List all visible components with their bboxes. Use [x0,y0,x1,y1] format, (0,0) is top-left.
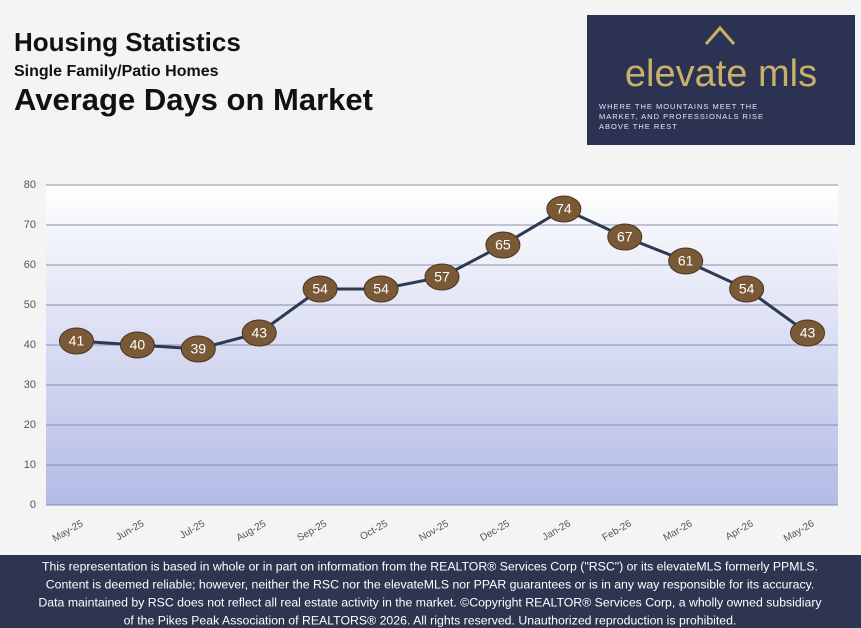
x-tick-label: May-26 [782,518,817,544]
x-tick-label: Dec-25 [478,518,512,544]
marker [668,247,704,275]
marker [729,275,765,303]
marker [302,275,338,303]
data-label: 61 [678,253,694,269]
marker [58,327,94,355]
marker [546,195,582,223]
y-tick-label: 80 [24,179,36,191]
data-label: 43 [800,325,816,341]
x-tick-label: Aug-25 [235,518,269,544]
marker [180,335,216,363]
x-tick-label: Jan-26 [541,518,573,543]
x-tick-label: Oct-25 [358,518,390,543]
footer-band [0,555,861,628]
marker [424,263,460,291]
marker [790,319,826,347]
x-tick-label: Sep-25 [296,518,330,544]
data-label: 39 [191,341,207,357]
logo-tagline: ABOVE THE REST [599,122,678,131]
y-tick-label: 20 [24,419,36,431]
y-tick-label: 0 [30,499,36,511]
x-tick-label: Jul-25 [178,518,207,541]
data-label: 67 [617,229,633,245]
data-label: 74 [556,201,572,217]
data-label: 41 [69,333,85,349]
y-tick-label: 70 [24,219,36,231]
data-label: 40 [130,337,146,353]
data-label: 54 [739,281,755,297]
header-title: Housing Statistics [14,27,241,57]
logo-tagline: WHERE THE MOUNTAINS MEET THE [599,102,758,111]
x-tick-label: Jun-25 [114,518,146,543]
x-tick-label: May-25 [51,518,86,544]
logo-name: elevate mls [625,53,817,95]
footer-line: This representation is based in whole or… [42,559,818,573]
marker [485,231,521,259]
x-tick-label: Nov-25 [417,518,451,544]
data-label: 65 [495,237,511,253]
logo-tagline: MARKET, AND PROFESSIONALS RISE [599,112,764,121]
y-tick-label: 30 [24,379,36,391]
marker [241,319,277,347]
footer-line: Data maintained by RSC does not reflect … [38,595,822,609]
footer-line: of the Pikes Peak Association of REALTOR… [124,613,737,627]
marker [119,331,155,359]
footer-line: Content is deemed reliable; however, nei… [46,577,815,591]
logo-chevron [704,25,736,45]
chart-title: Average Days on Market [14,82,373,117]
y-tick-label: 50 [24,299,36,311]
header-subtitle: Single Family/Patio Homes [14,63,219,80]
x-tick-label: Feb-26 [601,518,634,544]
y-tick-label: 60 [24,259,36,271]
logo-box [587,15,855,145]
data-label: 43 [251,325,267,341]
marker [363,275,399,303]
x-tick-label: Apr-26 [724,518,756,543]
data-label: 54 [312,281,328,297]
data-label: 57 [434,269,450,285]
data-label: 54 [373,281,389,297]
y-tick-label: 10 [24,459,36,471]
y-tick-label: 40 [24,339,36,351]
marker [607,223,643,251]
x-tick-label: Mar-26 [662,518,695,544]
